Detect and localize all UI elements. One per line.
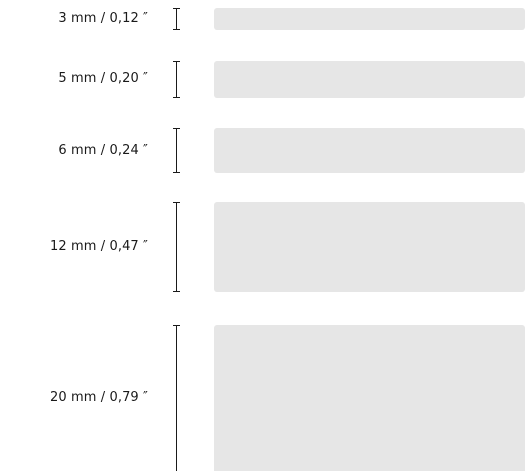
swatch-12mm (214, 202, 525, 292)
swatch-20mm (214, 325, 525, 471)
swatch-3mm (214, 8, 525, 30)
size-label-3mm: 3 mm / 0,12 ″ (58, 11, 148, 26)
swatch-5mm (214, 61, 525, 98)
swatch-6mm (214, 128, 525, 173)
size-label-5mm: 5 mm / 0,20 ″ (58, 71, 148, 86)
height-bracket-3mm (171, 8, 183, 30)
size-label-6mm: 6 mm / 0,24 ″ (58, 143, 148, 158)
height-bracket-5mm (171, 61, 183, 98)
size-label-20mm: 20 mm / 0,79 ″ (50, 390, 148, 405)
height-bracket-12mm (171, 202, 183, 292)
size-label-12mm: 12 mm / 0,47 ″ (50, 239, 148, 254)
height-bracket-20mm (171, 325, 183, 471)
height-bracket-6mm (171, 128, 183, 173)
